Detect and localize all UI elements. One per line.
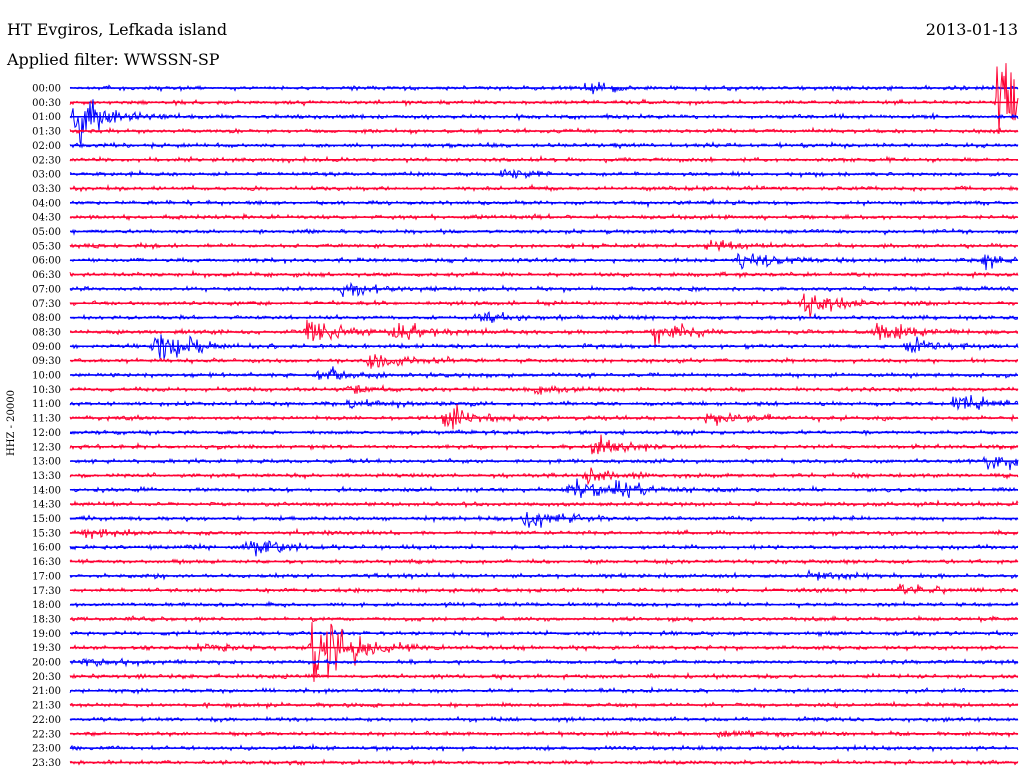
- row-label: 02:30: [32, 155, 61, 166]
- trace-row-1600: [69, 540, 1019, 557]
- trace-row-0100: [69, 99, 1019, 146]
- row-label: 08:30: [32, 327, 61, 338]
- trace-row-1400: [69, 478, 1018, 499]
- row-label: 17:00: [32, 571, 61, 582]
- row-label: 09:00: [32, 342, 61, 353]
- row-label: 19:30: [32, 643, 61, 654]
- row-label: 22:30: [32, 729, 61, 740]
- trace-row-1730: [69, 583, 1019, 596]
- row-label: 04:30: [32, 213, 61, 224]
- row-label: 13:30: [32, 471, 61, 482]
- row-label: 14:30: [32, 500, 61, 511]
- row-label: 23:30: [32, 758, 61, 769]
- row-label: 04:00: [32, 198, 61, 209]
- row-label: 01:00: [32, 112, 61, 123]
- row-label: 06:00: [32, 256, 61, 267]
- row-label: 20:00: [32, 658, 61, 669]
- row-label: 12:30: [32, 442, 61, 453]
- row-label: 21:00: [32, 686, 61, 697]
- row-label: 15:00: [32, 514, 61, 525]
- trace-row-0030: [69, 63, 1019, 134]
- row-label: 00:30: [32, 98, 61, 109]
- row-label: 05:30: [32, 241, 61, 252]
- trace-row-0930: [69, 354, 1018, 369]
- row-label: 18:00: [32, 600, 61, 611]
- row-label: 09:30: [32, 356, 61, 367]
- row-label: 06:30: [32, 270, 61, 281]
- trace-row-1130: [69, 404, 1019, 430]
- row-label: 13:00: [32, 457, 61, 468]
- row-label: 02:00: [32, 141, 61, 152]
- row-label: 05:00: [32, 227, 61, 238]
- row-label: 16:30: [32, 557, 61, 568]
- row-label: 03:00: [32, 170, 61, 181]
- trace-layer: [69, 63, 1019, 767]
- date-label: 2013-01-13: [925, 20, 1018, 39]
- row-label: 16:00: [32, 543, 61, 554]
- row-label: 12:00: [32, 428, 61, 439]
- station-title: HT Evgiros, Lefkada island: [7, 20, 228, 39]
- row-label: 21:30: [32, 701, 61, 712]
- trace-row-1000: [70, 366, 1018, 381]
- row-label: 14:00: [32, 485, 61, 496]
- row-label: 19:00: [32, 629, 61, 640]
- row-label: 23:00: [32, 744, 61, 755]
- row-label: 18:30: [32, 614, 61, 625]
- trace-row-0600: [69, 252, 1019, 271]
- row-label: 11:30: [32, 414, 61, 425]
- trace-row-0900: [69, 334, 1019, 360]
- trace-row-1300: [69, 455, 1019, 471]
- row-label: 10:00: [32, 371, 61, 382]
- trace-row-2300: [69, 743, 1019, 753]
- row-label: 15:30: [32, 528, 61, 539]
- trace-row-0630: [69, 269, 1019, 280]
- trace-row-1530: [69, 527, 1019, 539]
- trace-row-1230: [69, 434, 1019, 455]
- trace-row-0700: [69, 281, 1019, 298]
- row-label: 08:00: [32, 313, 61, 324]
- trace-row-1500: [69, 512, 1019, 528]
- row-label: 11:00: [32, 399, 61, 410]
- row-label: 01:30: [32, 127, 61, 138]
- trace-row-0830: [69, 319, 1019, 346]
- trace-row-1930: [69, 622, 1019, 682]
- y-axis-label: HHZ - 20000: [6, 390, 17, 456]
- row-label: 07:00: [32, 284, 61, 295]
- row-label: 10:30: [32, 385, 61, 396]
- trace-row-1100: [69, 395, 1019, 411]
- row-label-layer: 00:00 00:30 01:00 01:30 02:00 02:30 03:00 03:30…: [32, 84, 61, 769]
- row-label: 00:00: [32, 84, 61, 95]
- filter-subtitle: Applied filter: WWSSN-SP: [7, 50, 220, 69]
- trace-row-1030: [69, 384, 1019, 396]
- row-label: 03:30: [32, 184, 61, 195]
- row-label: 07:30: [32, 299, 61, 310]
- row-label: 17:30: [32, 586, 61, 597]
- trace-row-0730: [69, 293, 1019, 318]
- row-label: 20:30: [32, 672, 61, 683]
- row-label: 22:00: [32, 715, 61, 726]
